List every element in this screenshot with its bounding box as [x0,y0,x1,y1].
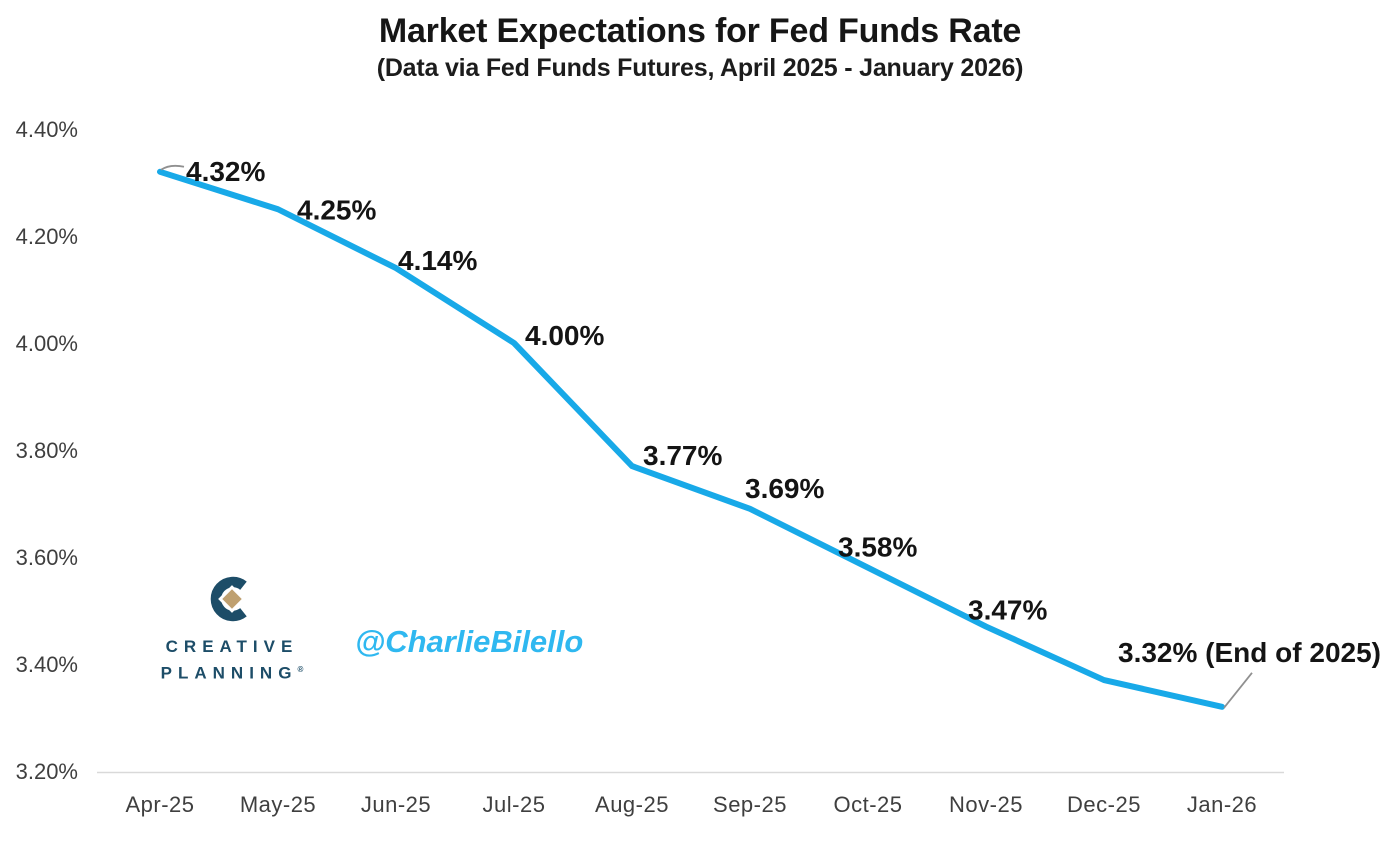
y-axis-tick-label: 4.20% [16,224,78,249]
data-point-label: 3.77% [643,440,722,471]
y-axis-tick-label: 4.40% [16,117,78,142]
x-axis-tick-label: Jul-25 [483,792,546,817]
x-axis-tick-label: Oct-25 [833,792,902,817]
logo-text-creative: CREATIVE [165,637,299,656]
data-point-label: 3.69% [745,473,824,504]
fed-funds-rate-line [157,168,1225,710]
x-axis-tick-label: Dec-25 [1067,792,1141,817]
chart-title: Market Expectations for Fed Funds Rate [378,12,1022,50]
data-point-label: 3.58% [838,532,917,563]
y-axis-tick-label: 3.60% [16,545,78,570]
last-point-leader-line [1223,672,1253,709]
data-point-label: 4.14% [398,245,477,276]
chart-header: Market Expectations for Fed Funds Rate (… [0,12,1400,83]
logo-text-planning-word: PLANNING [160,663,298,683]
y-axis-tick-label: 3.40% [16,652,78,677]
data-point-label: 4.32% [186,156,265,187]
x-axis-tick-label: Jun-25 [361,792,431,817]
y-axis-tick-label: 4.00% [16,331,78,356]
y-axis-tick-label: 3.80% [16,438,78,463]
x-axis-tick-label: Jan-26 [1187,792,1257,817]
x-axis-tick-label: Apr-25 [125,792,194,817]
x-axis-tick-label: Sep-25 [713,792,787,817]
logo-text-planning: PLANNING® [156,658,308,685]
data-point-label: 4.00% [525,320,604,351]
y-axis-tick-label: 3.20% [16,759,78,784]
x-axis-tick-label: May-25 [240,792,316,817]
data-point-label: 3.32% (End of 2025) [1118,637,1381,668]
creative-planning-logo: CREATIVE PLANNING® [156,576,308,685]
creative-planning-c-icon [210,576,247,622]
data-point-label: 4.25% [297,194,376,225]
chart-subtitle: (Data via Fed Funds Futures, April 2025 … [376,54,1024,82]
data-point-label: 3.47% [968,595,1047,626]
x-axis-tick-label: Aug-25 [595,792,669,817]
watermark-handle: @CharlieBilello [355,624,584,659]
x-axis-tick-label: Nov-25 [949,792,1023,817]
first-point-leader-line [160,164,185,171]
registered-trademark-symbol: ® [297,665,304,674]
